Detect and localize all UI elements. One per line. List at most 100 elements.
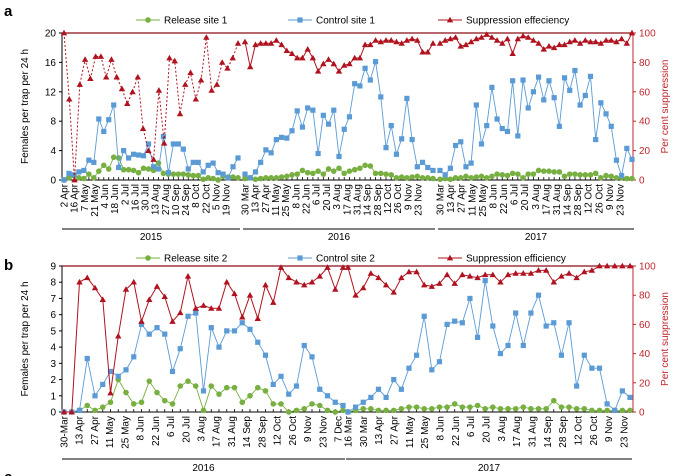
control-point xyxy=(525,105,531,111)
x-tick-label: 2 Apr xyxy=(60,183,71,207)
release-point xyxy=(406,404,412,410)
legend-marker-suppression xyxy=(446,254,454,261)
release-point xyxy=(598,174,604,181)
control-point xyxy=(293,383,300,389)
suppression-point xyxy=(344,264,352,270)
release-point xyxy=(278,401,284,407)
control-point xyxy=(603,111,609,117)
control-point xyxy=(215,170,221,176)
release-point xyxy=(421,405,428,412)
control-point xyxy=(131,151,137,157)
x-tick-label: 28 Sep xyxy=(573,184,584,216)
control-point xyxy=(587,73,594,79)
control-point xyxy=(165,170,171,176)
x-tick-label: 27 Apr xyxy=(90,415,101,445)
x-tick-label: 17 Aug xyxy=(342,184,353,215)
release-point xyxy=(96,168,102,174)
x-tick-label: 9 Nov xyxy=(403,184,414,210)
control-point xyxy=(193,310,199,316)
release-point xyxy=(413,404,420,410)
suppression-point xyxy=(155,87,163,93)
suppression-point xyxy=(124,100,131,106)
control-point xyxy=(520,342,526,349)
x-tick-label: 3 Aug xyxy=(531,184,542,210)
release-point xyxy=(320,171,327,177)
suppression-point xyxy=(169,318,176,324)
release-point xyxy=(589,407,595,414)
control-point xyxy=(520,77,526,83)
suppression-point xyxy=(285,274,292,281)
control-point xyxy=(437,167,443,174)
left-tick-label: 4 xyxy=(50,343,56,354)
suppression-point xyxy=(447,35,454,42)
suppression-series-line xyxy=(244,38,434,73)
release-point xyxy=(180,171,187,177)
legend-label-suppression: Suppression effeciency xyxy=(466,16,569,27)
control-point xyxy=(535,74,542,80)
release-point xyxy=(398,405,405,412)
control-point xyxy=(629,156,635,163)
control-point xyxy=(278,134,285,140)
x-tick-label: 18 Jun xyxy=(110,184,121,214)
control-point xyxy=(346,114,353,120)
release-point xyxy=(474,402,481,409)
release-point xyxy=(388,172,395,178)
control-point xyxy=(561,75,568,81)
control-point xyxy=(200,388,207,394)
suppression-point xyxy=(478,34,485,40)
x-tick-label: 30 Mar xyxy=(436,183,447,215)
suppression-point xyxy=(393,38,400,45)
release-point xyxy=(572,171,578,177)
control-series-line xyxy=(244,61,434,179)
release-point xyxy=(515,171,521,177)
control-point xyxy=(294,108,300,114)
release-point xyxy=(429,405,435,412)
x-tick-label: 13 Apr xyxy=(374,415,385,445)
suppression-point xyxy=(246,292,254,298)
release-point xyxy=(263,174,269,181)
y-axis-title: Females per trap per 24 h xyxy=(20,281,31,396)
release-point xyxy=(581,405,588,412)
control-point xyxy=(474,334,481,340)
x-tick-label: 5 Nov xyxy=(211,184,222,210)
release-point xyxy=(278,174,285,180)
control-point xyxy=(467,295,473,302)
x-tick-label: 9 Nov xyxy=(303,416,314,442)
suppression-point xyxy=(613,38,620,45)
x-tick-label: 19 Nov xyxy=(222,184,233,216)
suppression-point xyxy=(398,40,405,46)
release-point xyxy=(596,407,603,414)
right-tick-label: 100 xyxy=(639,29,656,40)
control-series-line xyxy=(439,70,633,178)
release-point xyxy=(582,172,589,178)
release-point xyxy=(604,407,610,414)
control-point xyxy=(220,171,226,177)
release-point xyxy=(175,171,182,177)
control-point xyxy=(362,65,368,71)
suppression-point xyxy=(71,176,78,183)
suppression-point xyxy=(576,40,584,46)
release-series-line xyxy=(347,399,630,413)
suppression-point xyxy=(187,69,194,76)
release-point xyxy=(66,174,72,181)
segment-2017: 16 Mar 30 Mar 13 Apr 27 Apr 11 May 25 May 8 Ju… xyxy=(344,262,634,474)
suppression-point xyxy=(483,31,490,37)
control-point xyxy=(160,134,167,140)
control-point xyxy=(341,126,347,132)
release-point xyxy=(160,170,167,177)
segment-2016: 30 Mar 13 Apr 27 Apr 11 May 25 May 8 Jun 22 Ju… xyxy=(241,35,437,243)
suppression-point xyxy=(499,40,506,46)
suppression-point xyxy=(372,37,379,43)
suppression-point xyxy=(234,40,242,46)
suppression-point xyxy=(129,88,136,95)
suppression-point xyxy=(60,408,68,415)
control-point xyxy=(414,164,420,170)
control-point xyxy=(208,325,214,331)
control-point xyxy=(494,116,500,122)
suppression-point xyxy=(413,268,420,275)
release-point xyxy=(447,176,454,183)
suppression-point xyxy=(623,40,631,46)
release-point xyxy=(367,163,374,169)
release-point xyxy=(459,404,466,410)
suppression-point xyxy=(108,56,115,62)
